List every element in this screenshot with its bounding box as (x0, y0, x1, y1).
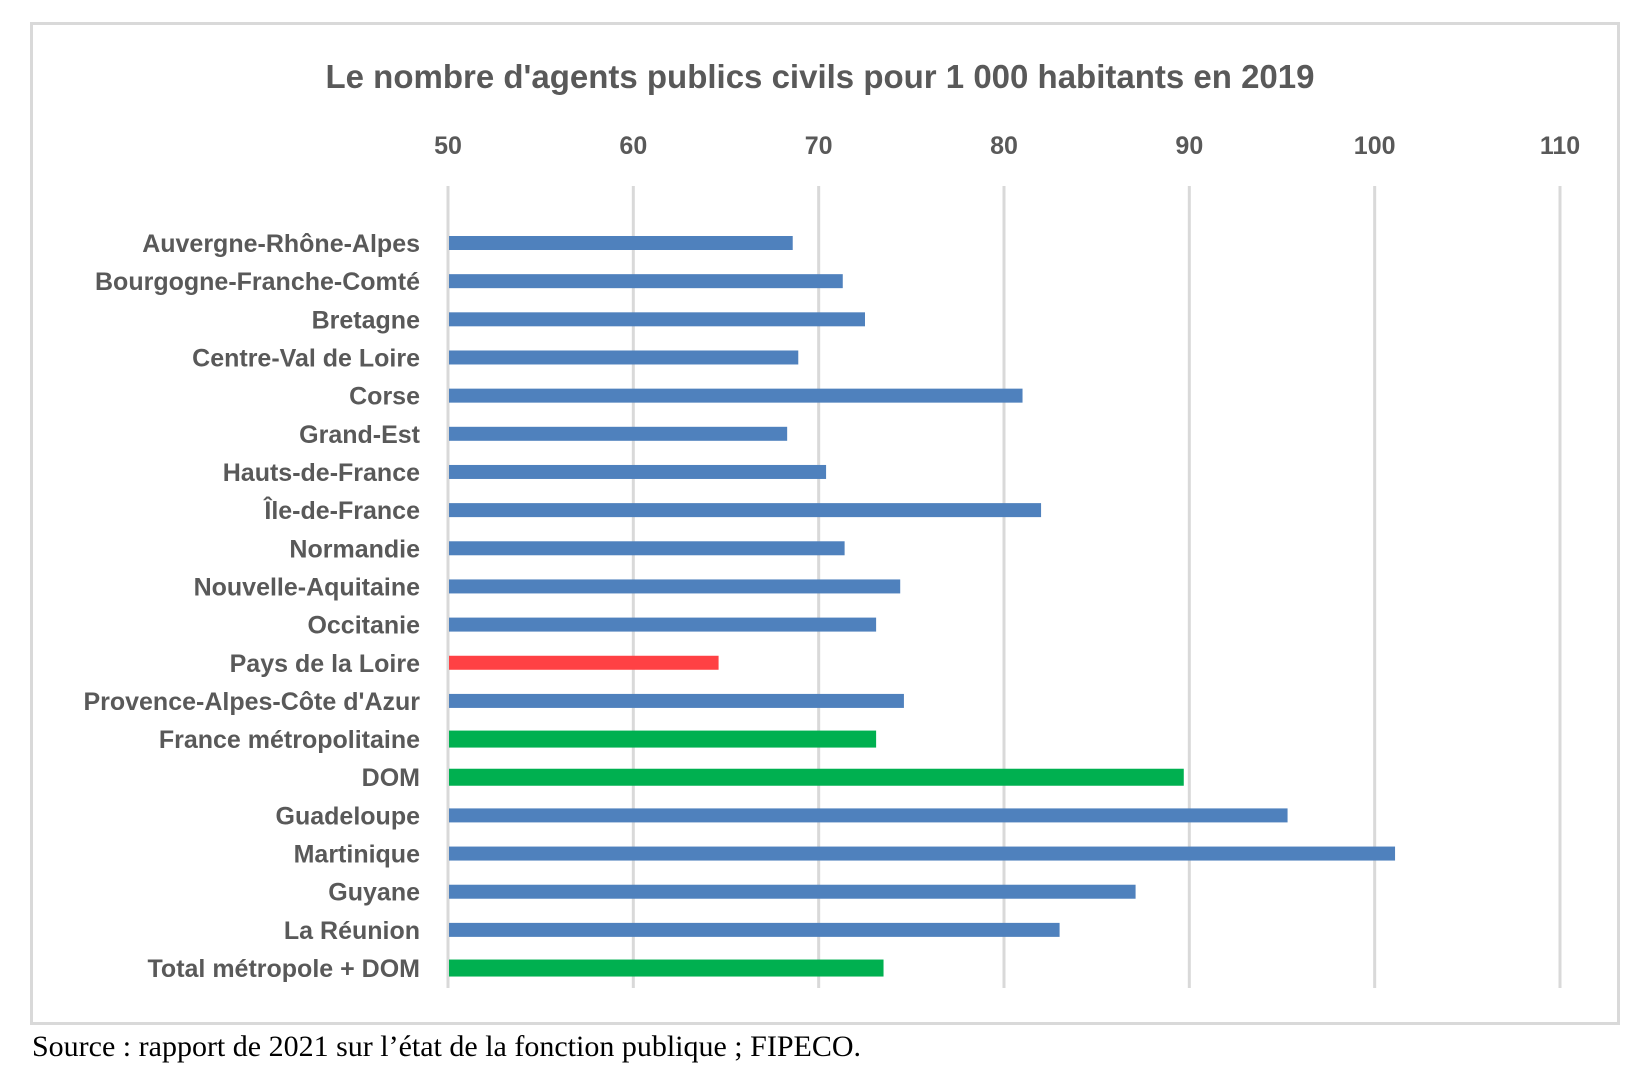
category-label: Normandie (289, 535, 420, 563)
bar (449, 464, 827, 479)
category-label: Auvergne-Rhône-Alpes (142, 230, 420, 258)
x-tick-label: 80 (990, 132, 1018, 160)
category-label: Occitanie (307, 612, 420, 640)
category-label: Guadeloupe (276, 802, 421, 830)
category-label: DOM (362, 764, 420, 792)
bar (449, 503, 1042, 518)
bar (449, 693, 904, 708)
x-tick-label: 60 (619, 132, 647, 160)
bar (449, 808, 1288, 823)
category-label: Grand-Est (299, 421, 421, 449)
category-labels: Auvergne-Rhône-Alpes Bourgogne-Franche-Co… (83, 230, 420, 983)
category-label: Martinique (294, 841, 420, 869)
bar (449, 312, 865, 327)
x-tick-label: 70 (805, 132, 833, 160)
bar (449, 959, 884, 977)
x-tick-label: 90 (1175, 132, 1203, 160)
bar (449, 730, 877, 748)
chart-title: Le nombre d'agents publics civils pour 1… (326, 58, 1315, 95)
source-note: Source : rapport de 2021 sur l’état de l… (32, 1030, 861, 1063)
category-label: Hauts-de-France (223, 459, 420, 487)
category-label: Centre-Val de Loire (192, 344, 420, 372)
category-label: La Réunion (284, 917, 420, 945)
category-label: Bretagne (312, 306, 420, 334)
category-label: Nouvelle-Aquitaine (194, 573, 421, 601)
bar (449, 388, 1023, 403)
category-label: Guyane (328, 879, 420, 907)
category-label: Corse (349, 383, 420, 411)
x-axis-ticks: 50 60 70 80 90 100 110 (434, 132, 1580, 160)
bar (449, 922, 1060, 937)
x-tick-label: 110 (1540, 132, 1580, 160)
category-label: Pays de la Loire (230, 650, 420, 678)
bar (449, 617, 877, 632)
bar (449, 426, 788, 441)
bar (449, 274, 843, 289)
bar (449, 846, 1396, 861)
bar (449, 541, 845, 556)
x-tick-label: 50 (434, 132, 462, 160)
category-label: Provence-Alpes-Côte d'Azur (83, 688, 420, 716)
bar (449, 579, 901, 594)
x-tick-label: 100 (1354, 132, 1396, 160)
category-label: Bourgogne-Franche-Comté (95, 268, 420, 296)
bar (449, 350, 799, 365)
category-label: Île-de-France (262, 495, 420, 525)
category-label: France métropolitaine (159, 726, 420, 754)
bar (449, 655, 719, 670)
category-label: Total métropole + DOM (148, 955, 420, 983)
bar (449, 768, 1184, 786)
bars (449, 236, 1396, 977)
bar (449, 884, 1136, 899)
bar (449, 236, 793, 250)
